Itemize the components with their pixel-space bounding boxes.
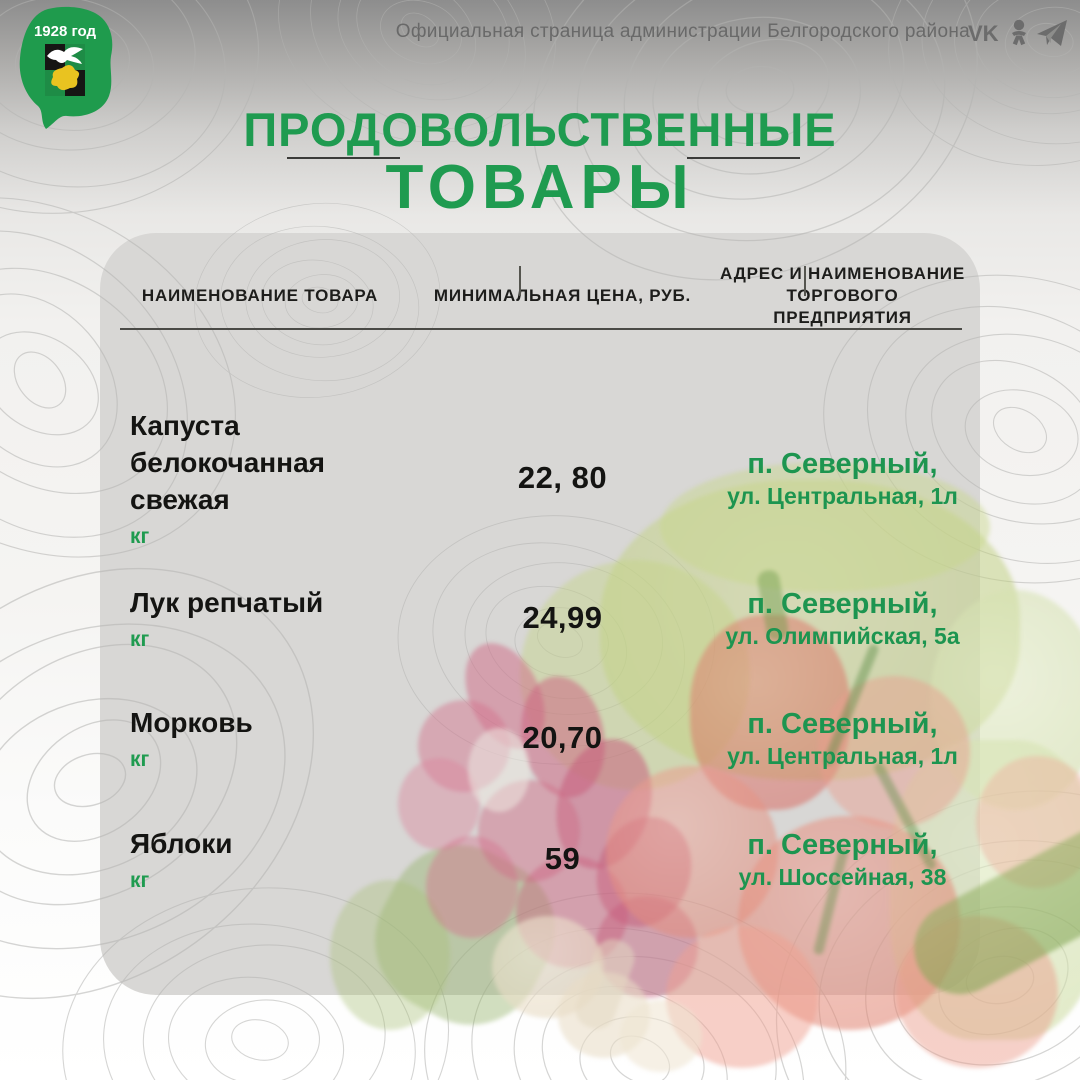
product-unit: кг <box>130 748 150 771</box>
product-unit: кг <box>130 525 150 548</box>
svg-text:VK: VK <box>968 21 999 46</box>
product-name: Лук репчатый <box>130 587 324 618</box>
table-row: Лук репчатый кг 24,99 п. Северный, ул. О… <box>100 563 980 673</box>
header-separator <box>519 266 521 296</box>
coat-of-arms <box>45 44 85 96</box>
table-header-row: НАИМЕНОВАНИЕ ТОВАРА МИНИМАЛЬНАЯ ЦЕНА, РУ… <box>100 263 980 327</box>
logo-year-label: 1928 год <box>34 23 97 40</box>
social-icons: VK <box>968 18 1068 48</box>
product-price: 20,70 <box>522 720 603 755</box>
store-street: ул. Центральная, 1л <box>727 482 958 509</box>
table-row: Яблоки кг 59 п. Северный, ул. Шоссейная,… <box>100 801 980 917</box>
vk-icon[interactable]: VK <box>968 18 1002 48</box>
store-street: ул. Олимпийская, 5а <box>725 622 960 649</box>
store-settlement: п. Северный, <box>747 707 938 740</box>
price-table: НАИМЕНОВАНИЕ ТОВАРА МИНИМАЛЬНАЯ ЦЕНА, РУ… <box>100 233 980 995</box>
page-subtitle: Официальная страница администрации Белго… <box>395 21 970 42</box>
title-underline-right <box>687 157 800 159</box>
table-row: Капуста белокочанная свежая кг 22, 80 п.… <box>100 403 980 553</box>
title-line1: ПРОДОВОЛЬСТВЕННЫЕ <box>243 103 837 156</box>
product-name: Морковь <box>130 707 253 738</box>
header-address: АДРЕС И НАИМЕНОВАНИЕ ТОРГОВОГО ПРЕДПРИЯТ… <box>720 264 965 327</box>
district-logo: 1928 год <box>8 4 122 139</box>
header-separator <box>804 266 806 296</box>
table-row: Морковь кг 20,70 п. Северный, ул. Центра… <box>100 683 980 793</box>
tomato-shape <box>976 756 1080 888</box>
top-bar: Официальная страница администрации Белго… <box>0 0 1080 70</box>
store-street: ул. Центральная, 1л <box>727 742 958 769</box>
product-price: 22, 80 <box>517 460 608 495</box>
product-name: Яблоки <box>130 828 233 859</box>
telegram-icon[interactable] <box>1036 18 1068 48</box>
title-underline-left <box>287 157 400 159</box>
header-product-name: НАИМЕНОВАНИЕ ТОВАРА <box>141 286 379 305</box>
mushroom-shape <box>620 1000 702 1072</box>
store-street: ул. Шоссейная, 38 <box>738 863 947 890</box>
product-price: 24,99 <box>522 600 603 635</box>
product-price: 59 <box>544 841 581 876</box>
header-min-price: МИНИМАЛЬНАЯ ЦЕНА, РУБ. <box>433 286 692 305</box>
page-title: ПРОДОВОЛЬСТВЕННЫЕ ТОВАРЫ <box>0 104 1080 220</box>
ok-icon[interactable] <box>1009 18 1029 48</box>
store-settlement: п. Северный, <box>747 587 938 620</box>
store-settlement: п. Северный, <box>747 828 938 861</box>
title-line2: ТОВАРЫ <box>385 153 695 222</box>
store-settlement: п. Северный, <box>747 447 938 480</box>
product-name: Капуста белокочанная свежая <box>130 410 326 515</box>
product-unit: кг <box>130 628 150 651</box>
header-rule <box>120 328 962 330</box>
product-unit: кг <box>130 869 150 892</box>
